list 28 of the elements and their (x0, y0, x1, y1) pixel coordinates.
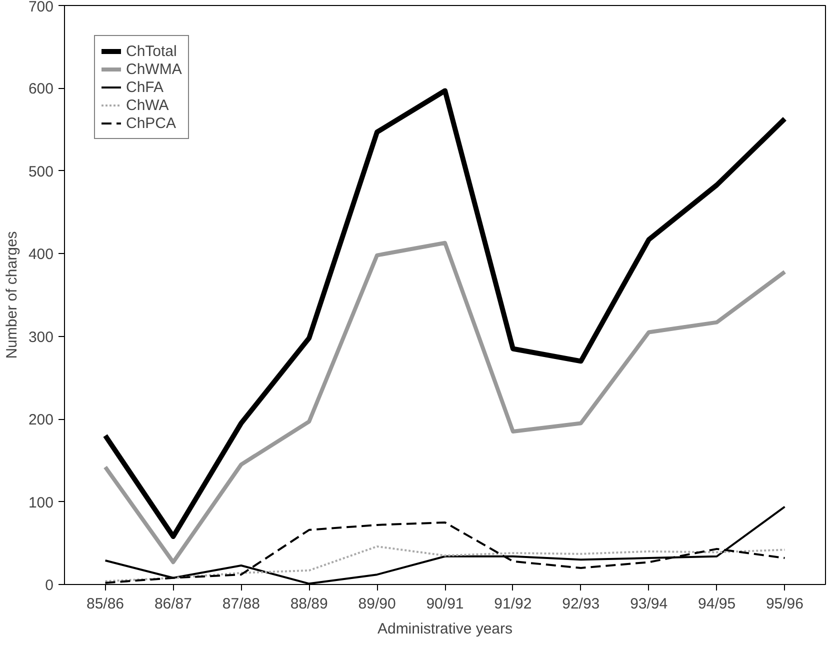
x-axis-title: Administrative years (377, 620, 513, 638)
x-tick-label: 94/95 (698, 596, 736, 612)
x-tick-label: 95/96 (766, 596, 804, 612)
line-series (104, 545, 786, 582)
y-tick-label: 700 (28, 0, 54, 16)
y-tick-label: 100 (28, 494, 54, 512)
y-tick-label: 600 (28, 80, 54, 98)
y-tick-label: 0 (45, 577, 54, 594)
y-tick-label: 200 (28, 412, 54, 429)
y-tick-label: 400 (28, 246, 54, 264)
x-tick-label: 89/90 (358, 596, 396, 612)
x-tick-label: 88/89 (290, 596, 328, 612)
x-tick-label: 91/92 (494, 596, 532, 612)
x-tick-label: 92/93 (562, 596, 600, 612)
y-tick-label: 500 (28, 163, 54, 180)
x-tick-label: 90/91 (426, 596, 464, 612)
legend-label: ChPCA (126, 114, 176, 132)
x-tick-label: 93/94 (630, 596, 668, 612)
x-tick-label: 87/88 (222, 596, 260, 612)
x-tick-label: 86/87 (154, 596, 192, 612)
y-axis-title: Number of charges (3, 231, 20, 359)
x-tick-label: 85/86 (86, 596, 124, 612)
legend-label: ChFA (126, 78, 164, 96)
line-series (103, 240, 787, 564)
y-tick-label: 300 (28, 328, 54, 346)
legend-label: ChWMA (126, 60, 182, 78)
legend-label: ChWA (126, 96, 169, 114)
legend-label: ChTotal (126, 42, 177, 60)
